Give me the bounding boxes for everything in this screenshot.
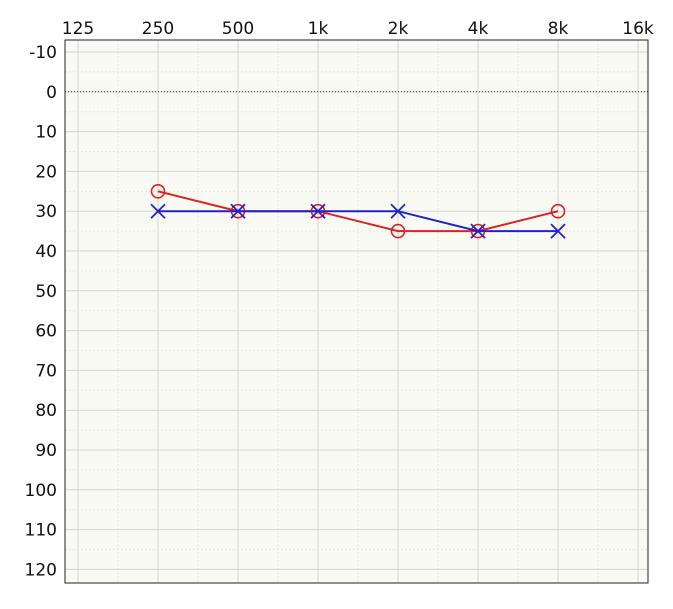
x-tick-label: 250 [142, 19, 174, 39]
y-tick-label: -10 [29, 43, 57, 63]
series-line [158, 210, 558, 233]
y-tick-label: 10 [35, 123, 57, 143]
series-cross [150, 203, 566, 239]
y-tick-label: 70 [35, 361, 57, 381]
x-tick-label: 4k [468, 19, 489, 39]
data-point-circle [550, 203, 566, 219]
x-tick-label: 2k [388, 19, 409, 39]
y-axis-tick-labels: -10 0 10 20 30 40 50 60 70 80 90 100 110 120 [25, 43, 57, 580]
y-tick-label: 80 [35, 401, 57, 421]
plot-area [65, 40, 648, 583]
series-layer [150, 184, 566, 239]
data-point-cross [390, 203, 406, 219]
data-point-cross [150, 203, 166, 219]
y-tick-label: 90 [35, 441, 57, 461]
y-tick-label: 20 [35, 162, 57, 182]
x-axis-tick-labels: 125 250 500 1k 2k 4k 8k 16k [62, 19, 654, 39]
y-tick-label: 40 [35, 242, 57, 262]
x-tick-label: 500 [222, 19, 254, 39]
series-circle [150, 184, 566, 239]
y-tick-label: 30 [35, 202, 57, 222]
y-tick-label: 110 [25, 521, 57, 541]
data-point-cross [470, 223, 486, 239]
data-point-circle [150, 184, 166, 199]
data-point-cross [310, 203, 326, 219]
series-line [157, 190, 559, 233]
data-point-cross [230, 203, 246, 219]
x-tick-label: 8k [548, 19, 569, 39]
plot-frame [64, 39, 649, 584]
y-tick-label: 50 [35, 282, 57, 302]
y-tick-label: 0 [46, 83, 57, 103]
y-tick-label: 60 [35, 322, 57, 342]
x-tick-label: 125 [62, 19, 94, 39]
data-point-cross [550, 223, 566, 239]
y-tick-label: 120 [25, 560, 57, 580]
x-tick-label: 1k [308, 19, 329, 39]
y-tick-label: 100 [25, 481, 57, 501]
x-tick-label: 16k [622, 19, 654, 39]
data-point-circle [390, 223, 406, 239]
